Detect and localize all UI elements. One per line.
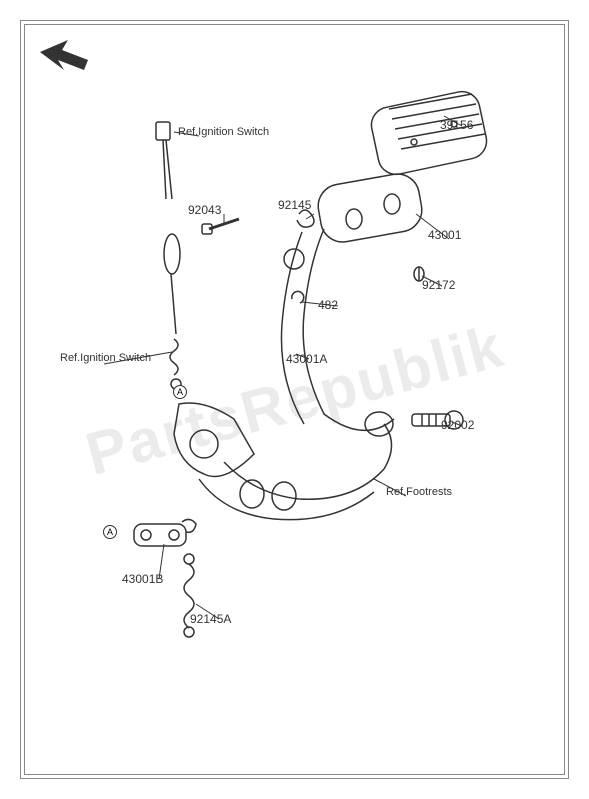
parts-diagram	[24, 24, 565, 775]
label-482: 482	[318, 298, 338, 312]
label-43001A: 43001A	[286, 352, 327, 366]
ref-footrests: Ref.Footrests	[386, 486, 452, 498]
node-A-2: A	[103, 525, 117, 539]
label-92145: 92145	[278, 198, 311, 212]
label-43001B: 43001B	[122, 572, 163, 586]
label-92172: 92172	[422, 278, 455, 292]
label-39156: 39156	[440, 118, 473, 132]
label-43001: 43001	[428, 228, 461, 242]
label-92002: 92002	[441, 418, 474, 432]
ref-ignition-2: Ref.Ignition Switch	[60, 352, 151, 364]
label-92043: 92043	[188, 203, 221, 217]
ref-ignition-1: Ref.Ignition Switch	[178, 126, 269, 138]
node-A-1: A	[173, 385, 187, 399]
label-92145A: 92145A	[190, 612, 231, 626]
